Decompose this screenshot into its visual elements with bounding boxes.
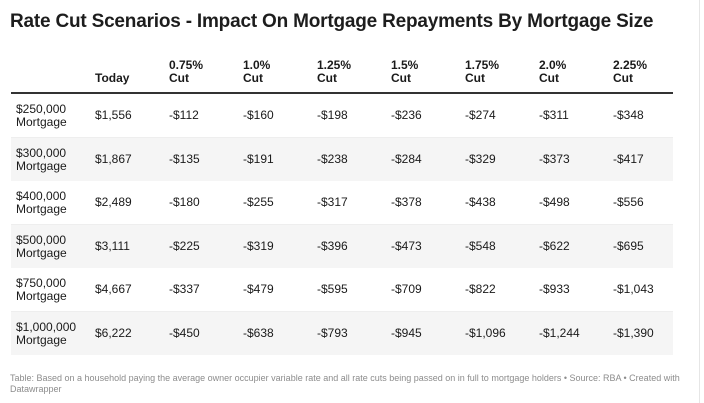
row-label: $750,000 Mortgage	[11, 268, 95, 312]
table-cell: -$191	[243, 137, 317, 181]
table-cell: -$378	[391, 181, 465, 225]
table-cell: -$274	[465, 93, 539, 138]
table-cell: -$1,043	[613, 268, 673, 312]
table-cell: -$793	[317, 311, 391, 355]
table-cell: -$198	[317, 93, 391, 138]
row-label: $250,000 Mortgage	[11, 93, 95, 138]
column-header-today: Today	[95, 53, 169, 94]
table-cell: -$498	[539, 181, 613, 225]
column-header-2.25-cut: 2.25% Cut	[613, 53, 673, 94]
table-cell: -$238	[317, 137, 391, 181]
table-cell: $6,222	[95, 311, 169, 355]
table-cell: -$160	[243, 93, 317, 138]
table-row: $1,000,000 Mortgage $6,222 -$450 -$638 -…	[11, 311, 673, 355]
table-cell: -$556	[613, 181, 673, 225]
table-cell: -$112	[169, 93, 243, 138]
table-row: $300,000 Mortgage $1,867 -$135 -$191 -$2…	[11, 137, 673, 181]
table-cell: -$311	[539, 93, 613, 138]
table-row: $750,000 Mortgage $4,667 -$337 -$479 -$5…	[11, 268, 673, 312]
table-cell: -$638	[243, 311, 317, 355]
table-cell: -$933	[539, 268, 613, 312]
table-cell: -$695	[613, 224, 673, 268]
table-cell: -$1,390	[613, 311, 673, 355]
column-header-1.75-cut: 1.75% Cut	[465, 53, 539, 94]
table-cell: -$1,244	[539, 311, 613, 355]
table-cell: -$317	[317, 181, 391, 225]
table-cell: -$548	[465, 224, 539, 268]
table-cell: -$373	[539, 137, 613, 181]
page-edge-divider	[699, 0, 700, 403]
table-cell: -$236	[391, 93, 465, 138]
table-cell: $1,556	[95, 93, 169, 138]
table-cell: -$225	[169, 224, 243, 268]
source-note: Table: Based on a household paying the a…	[10, 373, 680, 394]
table-row: $250,000 Mortgage $1,556 -$112 -$160 -$1…	[11, 93, 673, 138]
row-label: $300,000 Mortgage	[11, 137, 95, 181]
table-cell: -$284	[391, 137, 465, 181]
column-header-1.5-cut: 1.5% Cut	[391, 53, 465, 94]
column-header-0.75-cut: 0.75% Cut	[169, 53, 243, 94]
table-cell: -$473	[391, 224, 465, 268]
table-cell: $1,867	[95, 137, 169, 181]
table-cell: $4,667	[95, 268, 169, 312]
table-cell: -$822	[465, 268, 539, 312]
column-header-1.25-cut: 1.25% Cut	[317, 53, 391, 94]
scenario-table: Today 0.75% Cut 1.0% Cut 1.25% Cut 1.5% …	[11, 53, 673, 355]
table-cell: -$255	[243, 181, 317, 225]
table-cell: -$396	[317, 224, 391, 268]
table-cell: -$1,096	[465, 311, 539, 355]
column-header-2.0-cut: 2.0% Cut	[539, 53, 613, 94]
table-cell: -$450	[169, 311, 243, 355]
table-cell: -$337	[169, 268, 243, 312]
row-label: $1,000,000 Mortgage	[11, 311, 95, 355]
column-header-label	[11, 53, 95, 94]
row-label: $500,000 Mortgage	[11, 224, 95, 268]
table-cell: -$180	[169, 181, 243, 225]
header-row: Today 0.75% Cut 1.0% Cut 1.25% Cut 1.5% …	[11, 53, 673, 94]
column-header-1.0-cut: 1.0% Cut	[243, 53, 317, 94]
row-label: $400,000 Mortgage	[11, 181, 95, 225]
table-cell: -$479	[243, 268, 317, 312]
table-cell: -$709	[391, 268, 465, 312]
table-cell: -$417	[613, 137, 673, 181]
table-cell: -$622	[539, 224, 613, 268]
table-cell: -$319	[243, 224, 317, 268]
table-cell: -$348	[613, 93, 673, 138]
table-cell: -$135	[169, 137, 243, 181]
table-cell: $2,489	[95, 181, 169, 225]
table-row: $400,000 Mortgage $2,489 -$180 -$255 -$3…	[11, 181, 673, 225]
table-cell: -$945	[391, 311, 465, 355]
table-cell: $3,111	[95, 224, 169, 268]
page-title: Rate Cut Scenarios - Impact On Mortgage …	[10, 11, 654, 32]
table-cell: -$595	[317, 268, 391, 312]
table-row: $500,000 Mortgage $3,111 -$225 -$319 -$3…	[11, 224, 673, 268]
table-cell: -$329	[465, 137, 539, 181]
table-cell: -$438	[465, 181, 539, 225]
